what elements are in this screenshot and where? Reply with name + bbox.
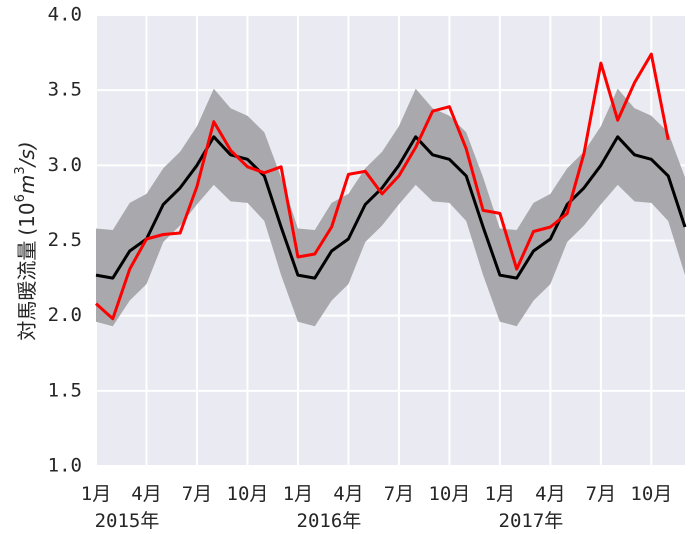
y-axis-label: 対馬暖流量 (106m3/s) (13, 141, 39, 340)
x-tick-label-9: 4月 (535, 483, 565, 505)
y-axis-unit-mid: m (15, 175, 39, 194)
y-tick-label-3: 2.5 (48, 229, 82, 251)
y-axis-unit-exp: 6 (13, 194, 28, 202)
y-tick-label-1: 1.5 (48, 379, 82, 401)
climatology-layer (95, 135, 687, 280)
y-tick-label-6: 4.0 (48, 4, 82, 26)
x-tick-label-5: 4月 (333, 483, 363, 505)
y-axis-label-main: 対馬暖流量 (15, 241, 39, 341)
x-year-label-0: 2015年 (95, 510, 160, 532)
y-axis-unit-open: (10 (15, 202, 39, 235)
x-tick-label-1: 4月 (131, 483, 161, 505)
y-tick-label-4: 3.0 (48, 154, 82, 176)
x-tick-label-11: 10月 (630, 483, 672, 505)
x-tick-label-3: 10月 (227, 483, 269, 505)
climatology-line (95, 135, 687, 280)
y-tick-labels: 1.0 1.5 2.0 2.5 3.0 3.5 4.0 (48, 4, 82, 477)
band-layer (96, 88, 685, 327)
x-tick-label-4: 1月 (283, 483, 313, 505)
x-tick-label-7: 10月 (428, 483, 470, 505)
x-tick-label-8: 1月 (485, 483, 515, 505)
observed-layer (94, 52, 670, 321)
x-tick-label-0: 1月 (81, 483, 111, 505)
y-axis-unit-exp2: 3 (13, 166, 28, 174)
x-year-label-4: 2016年 (297, 510, 362, 532)
x-tick-label-6: 7月 (384, 483, 414, 505)
x-year-label-8: 2017年 (499, 510, 564, 532)
y-tick-label-0: 1.0 (48, 455, 82, 477)
y-tick-label-5: 3.5 (48, 79, 82, 101)
x-tick-label-10: 7月 (586, 483, 616, 505)
x-tick-label-2: 7月 (182, 483, 212, 505)
y-axis-unit-close: /s) (15, 141, 39, 168)
variability-band (96, 88, 685, 327)
x-tick-labels: 1月 2015年 4月 7月 10月 1月 2016年 4月 7月 10月 1月 2017年 4月 7月 1… (81, 483, 673, 532)
y-tick-label-2: 2.0 (48, 304, 82, 326)
observed-line (94, 52, 670, 321)
grid (95, 14, 685, 467)
